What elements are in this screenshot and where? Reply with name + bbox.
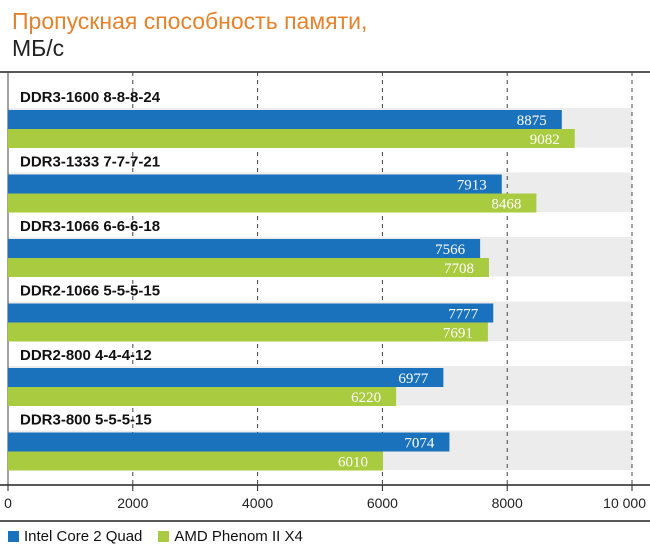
bar-value-label: 6977: [398, 371, 429, 387]
bar-intel: [8, 303, 494, 323]
bar-value-label: 7777: [448, 307, 479, 323]
legend-item-amd: AMD Phenom II X4: [158, 528, 303, 545]
bar-value-label: 7708: [444, 261, 474, 277]
legend-label-amd: AMD Phenom II X4: [174, 528, 303, 545]
bar-intel: [8, 368, 444, 387]
title-block: Пропускная способность памяти, МБ/с: [12, 8, 367, 62]
bar-value-label: 9082: [530, 132, 560, 148]
bar-amd: [8, 322, 488, 342]
bar-amd: [8, 387, 397, 406]
category-label: DDR3-1066 6-6-6-18: [20, 218, 160, 235]
category-label: DDR2-800 4-4-4-12: [20, 347, 152, 364]
chart-title: Пропускная способность памяти,: [12, 8, 368, 34]
category-label: DDR3-1333 7-7-7-21: [20, 154, 160, 171]
bar-amd: [8, 451, 384, 471]
bar-amd: [8, 258, 489, 277]
bar-value-label: 7691: [443, 326, 473, 342]
legend-item-intel: Intel Core 2 Quad: [8, 528, 142, 545]
bar-intel: [8, 432, 450, 452]
bar-value-label: 6220: [351, 390, 381, 406]
x-tick-label: 0: [4, 495, 12, 511]
x-tick-label: 10 000: [603, 495, 646, 511]
legend-label-intel: Intel Core 2 Quad: [24, 528, 143, 545]
category-label: DDR3-800 5-5-5-15: [20, 412, 152, 429]
bar-intel: [8, 174, 502, 194]
bar-intel: [8, 239, 481, 258]
bar-amd: [8, 193, 537, 213]
category-label: DDR2-1066 5-5-5-15: [20, 283, 160, 300]
x-tick-label: 2000: [117, 495, 148, 511]
bar-value-label: 8875: [517, 113, 547, 129]
legend-swatch-intel: [8, 531, 19, 542]
legend: Intel Core 2 Quad AMD Phenom II X4: [8, 528, 319, 545]
x-tick-label: 8000: [492, 495, 523, 511]
x-tick-label: 6000: [367, 495, 398, 511]
bar-intel: [8, 110, 562, 129]
bar-value-label: 7566: [435, 242, 466, 258]
bar-amd: [8, 129, 575, 148]
bar-value-label: 7074: [404, 436, 435, 452]
bar-value-label: 8468: [491, 197, 521, 213]
bar-value-label: 7913: [457, 178, 487, 194]
x-tick-label: 4000: [242, 495, 273, 511]
legend-swatch-amd: [158, 531, 170, 542]
category-label: DDR3-1600 8-8-8-24: [20, 89, 161, 106]
bar-value-label: 6010: [338, 455, 368, 471]
chart-subtitle: МБ/с: [12, 35, 65, 61]
